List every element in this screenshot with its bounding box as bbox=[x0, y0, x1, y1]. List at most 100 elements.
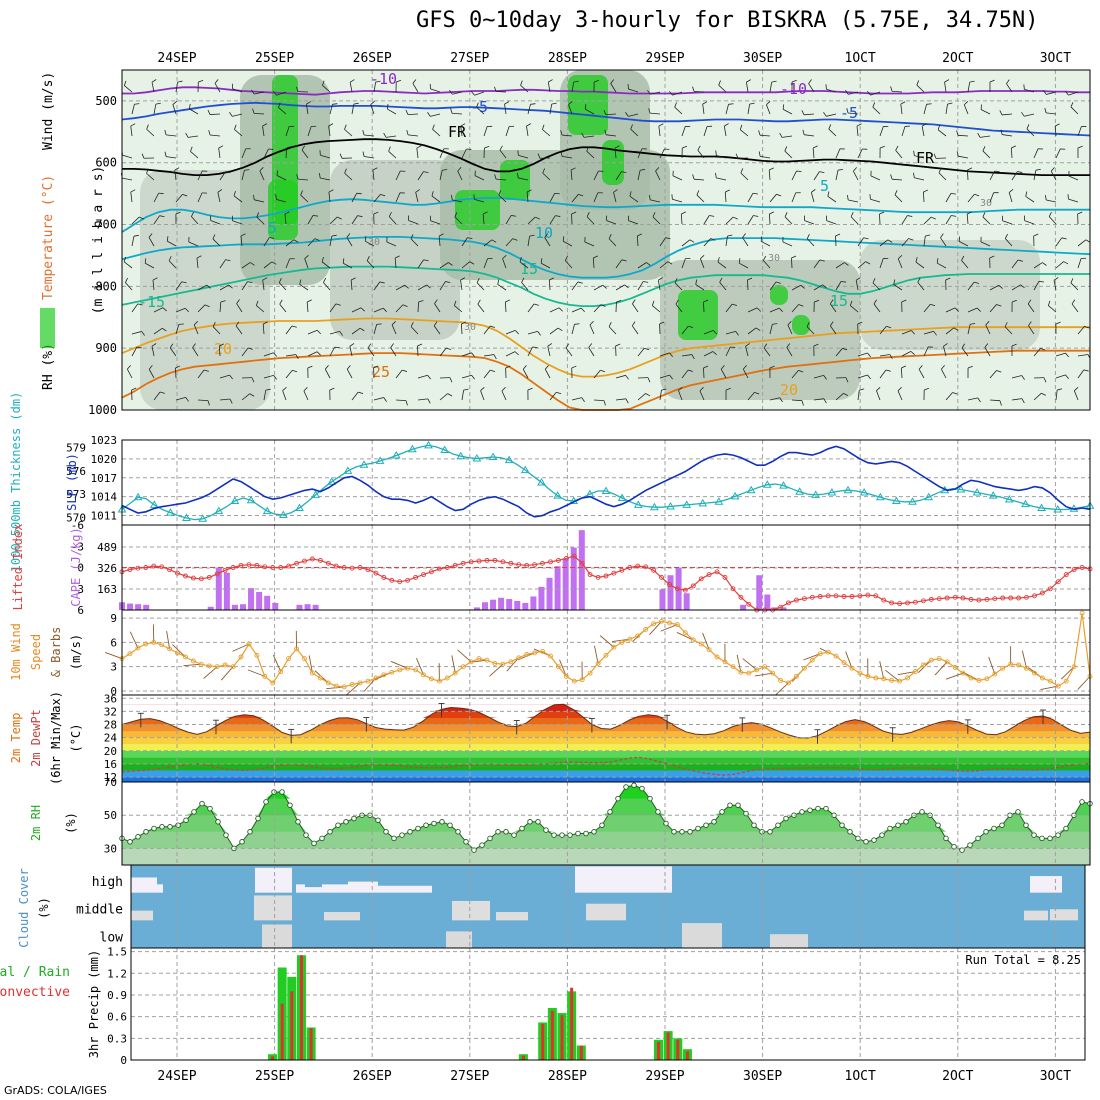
upper-wind-barb bbox=[982, 150, 991, 159]
upper-wind-barb-flag bbox=[123, 256, 127, 262]
upper-wind-barb bbox=[652, 216, 661, 225]
upper-wind-barb bbox=[306, 302, 309, 313]
wind-speed-marker bbox=[793, 673, 799, 679]
upper-wind-barb bbox=[879, 326, 887, 335]
lifted-index-marker bbox=[167, 567, 173, 573]
upper-wind-barb-flag bbox=[494, 174, 497, 180]
cloud-gap bbox=[446, 931, 472, 948]
rh-marker bbox=[191, 809, 197, 815]
upper-wind-barb-flag bbox=[907, 215, 913, 217]
upper-wind-barb bbox=[343, 262, 353, 269]
isotherm-label: 30 bbox=[768, 253, 780, 264]
upper-wind-barb-flag bbox=[593, 79, 599, 83]
upper-wind-barb bbox=[769, 307, 780, 313]
upper-wind-barb-flag bbox=[394, 255, 400, 259]
wind-speed-marker bbox=[167, 646, 173, 652]
lifted-index-marker bbox=[540, 560, 545, 566]
upper-wind-barb-flag bbox=[967, 167, 973, 171]
upper-wind-barb-flag bbox=[151, 79, 157, 83]
wind-speed-marker bbox=[730, 664, 736, 670]
upper-wind-barb bbox=[549, 104, 553, 115]
upper-wind-barb bbox=[769, 82, 773, 93]
lifted-index-marker bbox=[651, 567, 657, 573]
upper-wind-barb-flag bbox=[471, 91, 475, 96]
upper-wind-barb-flag bbox=[725, 189, 730, 193]
upper-wind-barb bbox=[547, 346, 551, 357]
upper-wind-barb bbox=[923, 216, 932, 225]
upper-wind-barb bbox=[395, 284, 405, 291]
upper-wind-barb-flag bbox=[692, 174, 695, 180]
upper-wind-barb bbox=[923, 191, 925, 203]
thickness-marker bbox=[391, 451, 401, 459]
upper-wind-barb bbox=[563, 240, 573, 247]
upper-wind-barb-flag bbox=[271, 261, 277, 265]
surface-wind-barb bbox=[897, 671, 916, 676]
upper-wind-barb-flag bbox=[845, 377, 849, 383]
upper-wind-barb-flag bbox=[747, 277, 753, 281]
upper-wind-barb bbox=[351, 193, 358, 203]
rh-marker bbox=[599, 822, 605, 828]
thickness-marker bbox=[553, 491, 562, 499]
upper-wind-barb bbox=[461, 261, 471, 269]
upper-wind-barb-flag bbox=[457, 167, 462, 172]
upper-wind-barb bbox=[307, 351, 318, 357]
upper-wind-barb-flag bbox=[331, 234, 337, 237]
wind-speed-marker bbox=[190, 658, 196, 664]
lifted-index-marker bbox=[690, 583, 696, 589]
surface-wind-barb bbox=[736, 654, 742, 673]
isotherm-line bbox=[121, 317, 1090, 378]
upper-wind-barb-flag bbox=[1020, 284, 1025, 289]
upper-wind-barb bbox=[857, 237, 864, 247]
upper-wind-barb-flag bbox=[204, 304, 210, 308]
upper-wind-barb-flag bbox=[769, 365, 775, 369]
upper-wind-barb bbox=[351, 307, 362, 313]
upper-wind-barb bbox=[1048, 305, 1057, 313]
upper-wind-barb-flag bbox=[164, 129, 167, 135]
upper-wind-barb bbox=[263, 352, 274, 357]
upper-wind-barb-flag bbox=[560, 151, 563, 157]
upper-wind-barb bbox=[307, 126, 312, 137]
upper-wind-barb bbox=[395, 170, 401, 181]
upper-wind-barb-flag bbox=[604, 129, 607, 135]
upper-wind-barb bbox=[262, 323, 265, 335]
upper-wind-barb bbox=[1011, 259, 1019, 269]
upper-wind-barb bbox=[613, 192, 617, 203]
upper-wind-barb-flag bbox=[189, 103, 191, 109]
upper-wind-barb bbox=[522, 369, 529, 379]
cloud-gap bbox=[1024, 910, 1048, 921]
upper-wind-barb bbox=[212, 238, 221, 247]
wind-speed-marker bbox=[198, 661, 204, 667]
lifted-index-marker bbox=[698, 576, 704, 582]
upper-wind-barb bbox=[681, 239, 691, 247]
upper-wind-barb-flag bbox=[742, 233, 746, 238]
cape-bar bbox=[522, 602, 529, 610]
wind-speed-marker bbox=[627, 636, 633, 642]
cape-bar bbox=[570, 547, 577, 610]
upper-wind-barb bbox=[153, 391, 161, 401]
upper-wind-barb-flag bbox=[908, 238, 914, 241]
upper-wind-barb bbox=[373, 194, 381, 203]
upper-wind-barb-flag bbox=[967, 365, 973, 369]
thickness-tick-label: 576 bbox=[66, 465, 86, 478]
cape-tick-label: 163 bbox=[97, 583, 117, 596]
upper-wind-barb-flag bbox=[295, 86, 299, 92]
upper-wind-barb bbox=[549, 327, 559, 335]
cape-bar bbox=[296, 604, 303, 610]
thickness-marker bbox=[133, 492, 143, 501]
rh-saturated-region bbox=[568, 75, 608, 135]
upper-wind-barb-flag bbox=[322, 80, 325, 86]
upper-wind-barb-flag bbox=[763, 343, 768, 349]
upper-wind-barb bbox=[835, 262, 845, 269]
upper-wind-barb bbox=[259, 170, 265, 181]
millibars-ylabel: (m i l l i b a r s) bbox=[91, 166, 106, 315]
upper-wind-barb-flag bbox=[661, 388, 667, 391]
upper-wind-barb bbox=[234, 129, 243, 137]
upper-wind-barb-flag bbox=[469, 261, 475, 265]
upper-wind-barb-flag bbox=[379, 281, 385, 284]
lifted-index-marker bbox=[786, 600, 791, 606]
upper-wind-barb-flag bbox=[857, 321, 863, 325]
rh-marker bbox=[695, 825, 701, 832]
upper-wind-barb bbox=[1046, 112, 1057, 115]
cape-bar bbox=[304, 604, 311, 610]
upper-wind-barb bbox=[937, 262, 947, 269]
